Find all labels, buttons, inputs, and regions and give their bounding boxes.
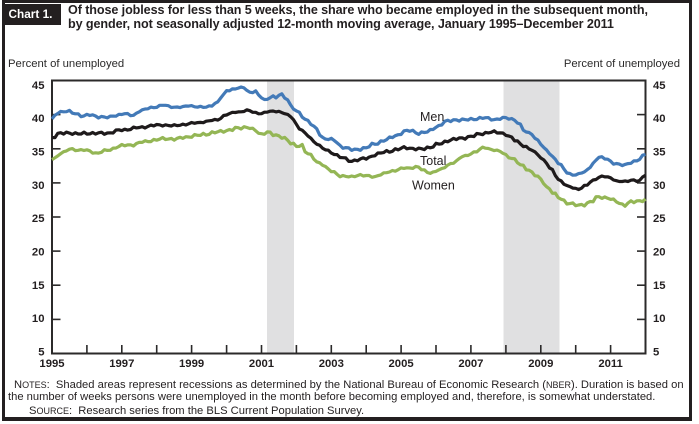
svg-text:Total: Total xyxy=(420,154,446,168)
svg-text:10: 10 xyxy=(32,313,45,325)
svg-text:Men: Men xyxy=(420,110,444,124)
svg-text:2005: 2005 xyxy=(389,358,414,370)
svg-text:45: 45 xyxy=(32,80,45,92)
svg-text:1995: 1995 xyxy=(39,358,64,370)
svg-text:2007: 2007 xyxy=(458,358,483,370)
svg-text:2003: 2003 xyxy=(319,358,344,370)
svg-text:Women: Women xyxy=(412,179,455,193)
svg-text:15: 15 xyxy=(653,280,666,292)
svg-text:20: 20 xyxy=(653,246,666,258)
svg-text:5: 5 xyxy=(38,346,44,358)
svg-text:15: 15 xyxy=(32,280,45,292)
svg-text:10: 10 xyxy=(653,313,666,325)
svg-text:1999: 1999 xyxy=(179,358,204,370)
svg-text:25: 25 xyxy=(653,213,666,225)
svg-text:35: 35 xyxy=(653,146,666,158)
svg-text:30: 30 xyxy=(653,180,666,192)
svg-text:20: 20 xyxy=(32,246,45,258)
svg-text:2001: 2001 xyxy=(249,358,274,370)
svg-text:30: 30 xyxy=(32,180,45,192)
svg-text:40: 40 xyxy=(653,113,666,125)
svg-text:35: 35 xyxy=(32,146,45,158)
svg-text:2009: 2009 xyxy=(528,358,553,370)
svg-text:2011: 2011 xyxy=(598,358,623,370)
svg-text:1997: 1997 xyxy=(109,358,134,370)
svg-text:5: 5 xyxy=(653,346,659,358)
svg-text:25: 25 xyxy=(32,213,45,225)
svg-text:40: 40 xyxy=(32,113,45,125)
svg-text:45: 45 xyxy=(653,80,666,92)
